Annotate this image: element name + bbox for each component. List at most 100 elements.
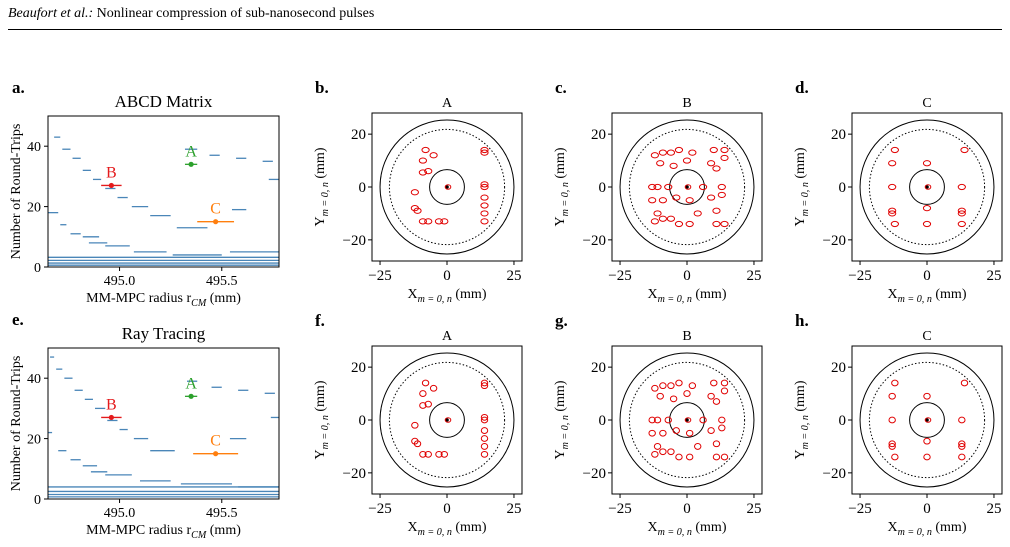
- panel-title: B: [682, 329, 691, 344]
- spot-ring: [891, 379, 899, 387]
- spot-ring: [712, 220, 721, 228]
- mirror-outline: [379, 352, 515, 488]
- y-tick-label: 20: [27, 433, 41, 448]
- spot-ring: [923, 437, 931, 445]
- spot-ring: [674, 146, 684, 154]
- spot-ring: [720, 453, 729, 461]
- page-header: Beaufort et al.: Nonlinear compression o…: [8, 3, 1002, 30]
- spot-ring: [712, 453, 721, 461]
- spot-ring: [707, 194, 716, 201]
- spot-ring: [712, 207, 721, 214]
- spot-ring: [693, 210, 702, 217]
- spot-ring: [653, 183, 662, 191]
- spot-ring: [421, 146, 430, 154]
- spot-ring: [424, 168, 433, 175]
- spot-ring: [440, 218, 449, 225]
- x-tick-label: 495.5: [206, 274, 238, 289]
- spot-ring: [958, 416, 966, 424]
- spot-ring: [480, 450, 489, 458]
- spot-ring: [659, 382, 667, 390]
- panel-letter: f.: [315, 311, 325, 330]
- y-tick-label: 0: [34, 261, 41, 276]
- spot-ring: [480, 194, 489, 201]
- x-axis-label: MM-MPC radius rCM (mm): [86, 523, 241, 541]
- x-axis-label: Xm = 0, n (mm): [888, 520, 967, 538]
- data-point-B: [108, 182, 114, 189]
- point-label-A: A: [185, 143, 197, 160]
- spot-ring: [480, 416, 489, 424]
- mirror-outline: [859, 119, 995, 255]
- panel-title: B: [682, 96, 691, 111]
- center-dot: [445, 185, 449, 189]
- spot-ring: [718, 416, 726, 424]
- spot-ring: [653, 416, 662, 424]
- x-axis-label: Xm = 0, n (mm): [408, 287, 487, 305]
- point-label-A: A: [185, 375, 197, 392]
- spot-ring: [957, 210, 966, 217]
- center-dot: [685, 418, 689, 422]
- spot-ring: [685, 220, 694, 228]
- x-tick-label: 0: [443, 501, 451, 517]
- x-tick-label: 25: [746, 268, 761, 284]
- spot-ring: [424, 400, 432, 408]
- spot-ring: [418, 169, 427, 176]
- central-aperture: [909, 169, 945, 205]
- spot-ring: [720, 387, 729, 395]
- data-point-A: [188, 393, 194, 399]
- dotted-boundary: [868, 361, 986, 479]
- panel-c: c. B −25 0 25 −20 0 20 Xm = 0, n (mm) Ym = 0, n (…: [553, 78, 763, 305]
- x-tick-label: −25: [848, 268, 871, 284]
- x-axis-label: Xm = 0, n (mm): [408, 520, 487, 538]
- plot-frame: [47, 347, 280, 500]
- spot-ring: [440, 450, 449, 458]
- y-tick-label: 0: [839, 180, 847, 196]
- spot-ring: [480, 202, 489, 209]
- y-axis-label: Ym = 0, n (mm): [553, 147, 571, 226]
- central-aperture: [909, 402, 945, 438]
- center-dot: [925, 418, 929, 422]
- spot-ring: [480, 382, 489, 390]
- spot-ring: [667, 382, 675, 390]
- y-tick-label: 0: [34, 493, 41, 508]
- spot-ring: [717, 183, 726, 191]
- spot-ring: [648, 183, 657, 191]
- spot-ring: [924, 184, 932, 190]
- spot-ring: [480, 183, 489, 191]
- spot-ring: [707, 427, 715, 434]
- spot-ring: [480, 443, 489, 450]
- spot-ring: [923, 392, 931, 400]
- spot-ring: [650, 218, 659, 225]
- spot-ring: [653, 210, 662, 217]
- spot-ring: [413, 440, 422, 448]
- spot-ring: [685, 429, 694, 437]
- dotted-boundary: [388, 128, 506, 246]
- spot-ring: [648, 429, 656, 437]
- spot-ring: [424, 218, 433, 225]
- panel-title: ABCD Matrix: [115, 92, 213, 111]
- panel-title: Ray Tracing: [122, 324, 206, 343]
- dotted-boundary: [388, 361, 506, 479]
- spot-ring: [720, 379, 729, 387]
- panel-letter: h.: [795, 311, 809, 330]
- spot-ring: [707, 160, 716, 167]
- spot-ring: [923, 453, 931, 461]
- spot-ring: [413, 207, 422, 214]
- spot-ring: [675, 379, 683, 387]
- spot-ring: [890, 220, 899, 228]
- spot-ring: [444, 184, 452, 190]
- x-tick-label: 25: [506, 501, 521, 517]
- x-tick-label: 0: [923, 268, 931, 284]
- spot-ring: [667, 448, 675, 456]
- y-tick-label: 20: [351, 127, 366, 143]
- spot-ring: [658, 215, 667, 222]
- point-label-C: C: [210, 433, 221, 450]
- y-tick-label: 20: [351, 360, 366, 376]
- dotted-boundary: [868, 128, 986, 246]
- panel-f: f. A −25 0 25 −20 0 20 Xm = 0, n (mm) Ym = 0, n (…: [313, 311, 523, 538]
- panel-h: h. C −25 0 25 −20 0 20 Xm = 0, n (mm) Ym = 0, n (…: [793, 311, 1003, 538]
- spot-ring: [669, 162, 678, 169]
- spot-ring: [957, 220, 966, 228]
- spot-ring: [650, 152, 659, 159]
- spot-ring: [675, 453, 683, 461]
- y-tick-label: −20: [583, 466, 606, 482]
